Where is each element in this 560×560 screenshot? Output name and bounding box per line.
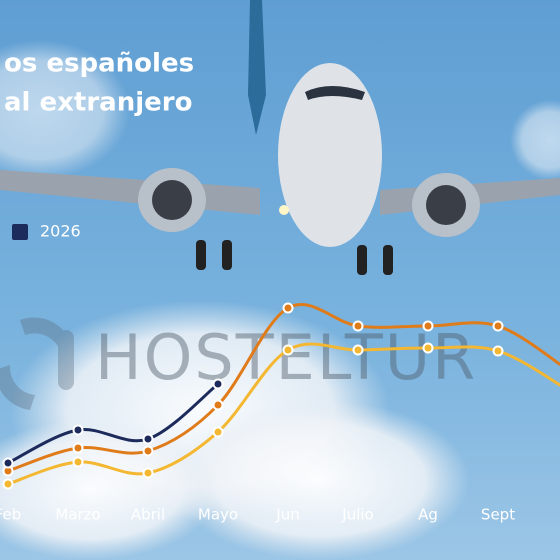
- x-tick-label: Sept: [481, 506, 515, 524]
- data-point: [2, 457, 14, 469]
- data-point: [492, 345, 504, 357]
- data-point: [212, 426, 224, 438]
- data-point: [422, 320, 434, 332]
- x-tick-label: Jun: [275, 506, 299, 524]
- data-point: [72, 456, 84, 468]
- data-point: [142, 433, 154, 445]
- data-point: [422, 342, 434, 354]
- x-tick-label: Abril: [131, 506, 165, 524]
- data-point: [72, 442, 84, 454]
- series-line: [7, 382, 219, 465]
- watermark-logo: [0, 317, 74, 410]
- chart-title: al extranjero: [4, 88, 192, 118]
- data-point: [142, 445, 154, 457]
- x-tick-label: Feb: [0, 506, 21, 524]
- data-point: [492, 320, 504, 332]
- airplane: [0, 0, 560, 275]
- legend-label: 2026: [40, 222, 81, 241]
- x-tick-label: Julio: [341, 506, 373, 524]
- data-point: [282, 302, 294, 314]
- data-point: [72, 424, 84, 436]
- data-point: [212, 378, 224, 390]
- watermark: HOSTELTUR: [95, 321, 477, 394]
- data-point: [352, 344, 364, 356]
- x-tick-label: Mayo: [198, 506, 238, 524]
- legend-swatch: [12, 224, 28, 240]
- chart-title: os españoles: [4, 49, 194, 79]
- data-point: [142, 467, 154, 479]
- x-tick-label: Ag: [418, 506, 438, 524]
- data-point: [282, 344, 294, 356]
- x-tick-label: Marzo: [55, 506, 100, 524]
- data-point: [212, 399, 224, 411]
- data-point: [2, 478, 14, 490]
- data-point: [352, 320, 364, 332]
